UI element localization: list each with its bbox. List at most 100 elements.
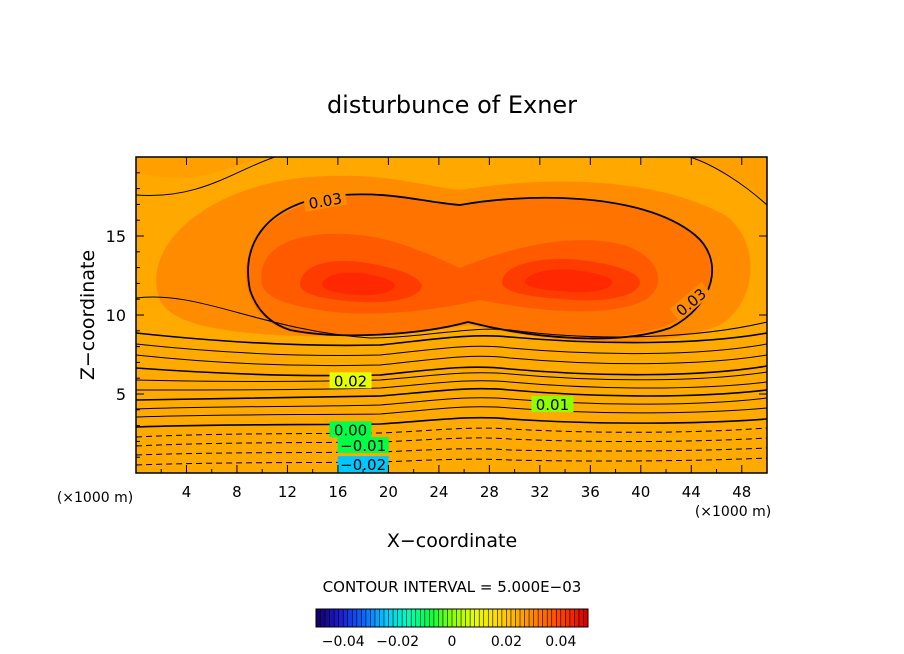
colorbar-segment	[352, 609, 358, 627]
colorbar-segment	[393, 609, 399, 627]
colorbar-segment	[365, 609, 371, 627]
contour-label-bg	[669, 281, 712, 322]
colorbar-segment	[565, 609, 571, 627]
colorbar-tick-label: −0.04	[322, 634, 365, 650]
contour-label-text: 0.02	[334, 372, 367, 390]
contour-label: 0.01	[531, 396, 574, 414]
colorbar-segment	[533, 609, 539, 627]
x-tick-label: 16	[328, 483, 347, 501]
contour-line	[136, 157, 276, 197]
colorbar-segment	[420, 609, 426, 627]
colorbar-segment	[560, 609, 566, 627]
colorbar-segment	[470, 609, 476, 627]
colorbar-segment	[583, 609, 589, 627]
contour-label-text: 0.03	[307, 189, 343, 213]
contour-line	[136, 457, 767, 466]
colorbar	[315, 608, 589, 628]
contour-line	[689, 157, 767, 206]
contour-line	[136, 397, 767, 410]
colorbar-segment	[402, 609, 408, 627]
contour-label-bg	[329, 372, 372, 389]
colorbar-segment	[497, 609, 503, 627]
contour-line	[136, 380, 767, 391]
band-top-lowvalue-right	[680, 157, 767, 200]
colorbar-tick-label: 0.02	[491, 634, 522, 650]
chart-title: disturbunce of Exner	[327, 91, 577, 119]
x-tick-label: 36	[581, 483, 600, 501]
contour-label: −0.01	[337, 437, 389, 455]
colorbar-tick-label: −0.02	[376, 634, 419, 650]
contour-label-text: −0.02	[340, 456, 386, 474]
colorbar-segment	[338, 609, 344, 627]
colorbar-tick-labels: −0.04 −0.02 0 0.02 0.04	[322, 634, 577, 650]
colorbar-segment	[334, 609, 340, 627]
x-tick-label: 8	[232, 483, 242, 501]
x-axis-label: X−coordinate	[387, 530, 517, 552]
colorbar-segment	[520, 609, 526, 627]
contour-label-bg	[531, 396, 574, 413]
colorbar-segment	[442, 609, 448, 627]
colorbar-segment	[506, 609, 512, 627]
contour-label: 0.00	[329, 421, 372, 439]
x-tick-label: 44	[682, 483, 701, 501]
colorbar-tick-label: 0.04	[545, 634, 576, 650]
contour-line-0.03	[247, 193, 713, 340]
colorbar-segment	[361, 609, 367, 627]
contour-label: 0.02	[329, 372, 372, 390]
colorbar-segment	[379, 609, 385, 627]
x-tick-label: 40	[631, 483, 650, 501]
colorbar-segment	[538, 609, 544, 627]
colorbar-segment	[438, 609, 444, 627]
x-tick-label: 28	[480, 483, 499, 501]
x-unit-right: (×1000 m)	[695, 504, 771, 520]
contour-labels: 0.030.030.020.010.00−0.01−0.02	[303, 188, 712, 474]
colorbar-segment	[397, 609, 403, 627]
colorbar-segment	[320, 609, 326, 627]
colorbar-tick-label: 0	[448, 634, 457, 650]
colorbar-segment	[465, 609, 471, 627]
colorbar-segment	[551, 609, 557, 627]
colorbar-segment	[347, 609, 353, 627]
colorbar-segment	[569, 609, 575, 627]
colorbar-segment	[479, 609, 485, 627]
colorbar-segment	[388, 609, 394, 627]
colorbar-segment	[483, 609, 489, 627]
contour-label-text: −0.01	[340, 437, 386, 455]
colorbar-segment	[447, 609, 453, 627]
contour-line	[136, 343, 767, 356]
x-tick-label: 4	[182, 483, 192, 501]
contour-line	[136, 387, 767, 401]
contour-label-bg	[337, 437, 389, 454]
x-tick-label: 12	[278, 483, 297, 501]
colorbar-segment	[406, 609, 412, 627]
core-right-inner	[524, 269, 613, 293]
x-unit-left: (×1000 m)	[57, 490, 133, 506]
colorbar-segment	[343, 609, 349, 627]
contour-label-bg	[337, 456, 389, 473]
colorbar-segment	[547, 609, 553, 627]
contour-line	[136, 371, 767, 382]
colorbar-segment	[411, 609, 417, 627]
y-tick-label: 15	[106, 227, 126, 246]
colorbar-segment	[578, 609, 584, 627]
colorbar-segment	[456, 609, 462, 627]
colorbar-frame	[315, 608, 589, 628]
contour-interval-text: CONTOUR INTERVAL = 5.000E−03	[323, 578, 582, 596]
contour-line	[136, 406, 767, 418]
contour-label: −0.02	[337, 456, 389, 474]
colorbar-segment	[461, 609, 467, 627]
colorbar-segment	[325, 609, 331, 627]
colorbar-segment	[488, 609, 494, 627]
colorbar-segment	[574, 609, 580, 627]
colorbar-segment	[384, 609, 390, 627]
y-tick-label: 5	[116, 385, 126, 404]
contour-line	[136, 354, 767, 367]
colorbar-segment	[542, 609, 548, 627]
y-axis-label: Z−coordinate	[77, 250, 99, 380]
colorbar-segment	[356, 609, 362, 627]
colorbar-segment	[316, 609, 322, 627]
contour-label-bg	[329, 421, 372, 438]
contour-label-text: 0.01	[536, 396, 569, 414]
colorbar-segment	[501, 609, 507, 627]
colorbar-segment	[429, 609, 435, 627]
